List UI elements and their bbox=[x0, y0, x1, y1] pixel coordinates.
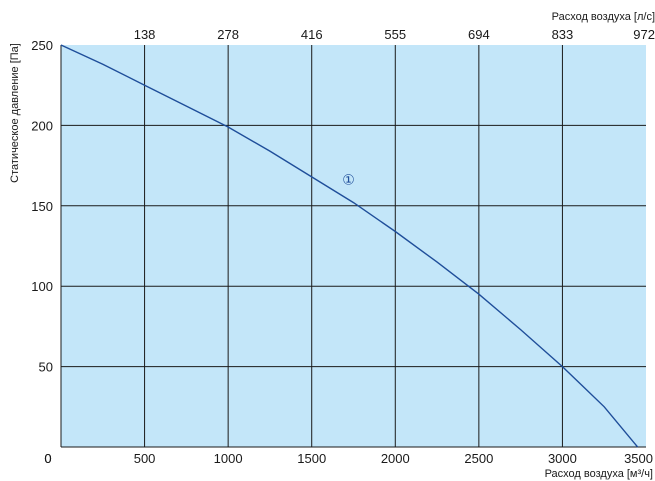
series-line-1 bbox=[60, 44, 639, 448]
top-tick-label: 138 bbox=[134, 27, 156, 42]
x-tick-label: 3500 bbox=[624, 451, 653, 466]
y-tick-label: 250 bbox=[31, 38, 53, 53]
top-tick-label: 833 bbox=[552, 27, 574, 42]
top-tick-label: 416 bbox=[301, 27, 323, 42]
y-tick-label: 100 bbox=[31, 279, 53, 294]
y-tick-label: 150 bbox=[31, 199, 53, 214]
x-tick-label: 2000 bbox=[381, 451, 410, 466]
x-tick-label: 2500 bbox=[464, 451, 493, 466]
top-tick-label: 278 bbox=[217, 27, 239, 42]
x-tick-label: 500 bbox=[134, 451, 156, 466]
y-tick-label: 200 bbox=[31, 118, 53, 133]
origin-label: 0 bbox=[44, 451, 51, 466]
top-tick-label: 694 bbox=[468, 27, 490, 42]
top-tick-label: 555 bbox=[384, 27, 406, 42]
tick-labels: 0 500 1000 1500 2000 2500 3000 3500 138 278 416 555… bbox=[31, 27, 655, 466]
y-axis-title: Статическое давление [Па] bbox=[9, 43, 21, 183]
curve-label-1: ① bbox=[342, 171, 355, 187]
x-axis-title: Расход воздуха [м³/ч] bbox=[545, 468, 653, 480]
top-tick-label: 972 bbox=[633, 27, 655, 42]
x-tick-label: 0 bbox=[44, 451, 51, 466]
plot-background bbox=[61, 45, 646, 447]
annotations: ① bbox=[342, 171, 355, 187]
x-tick-label: 1000 bbox=[214, 451, 243, 466]
x-tick-label: 1500 bbox=[297, 451, 326, 466]
x-tick-label: 3000 bbox=[548, 451, 577, 466]
top-axis-title: Расход воздуха [л/с] bbox=[552, 11, 655, 23]
grid-lines bbox=[60, 45, 646, 448]
y-tick-label: 50 bbox=[39, 360, 53, 375]
